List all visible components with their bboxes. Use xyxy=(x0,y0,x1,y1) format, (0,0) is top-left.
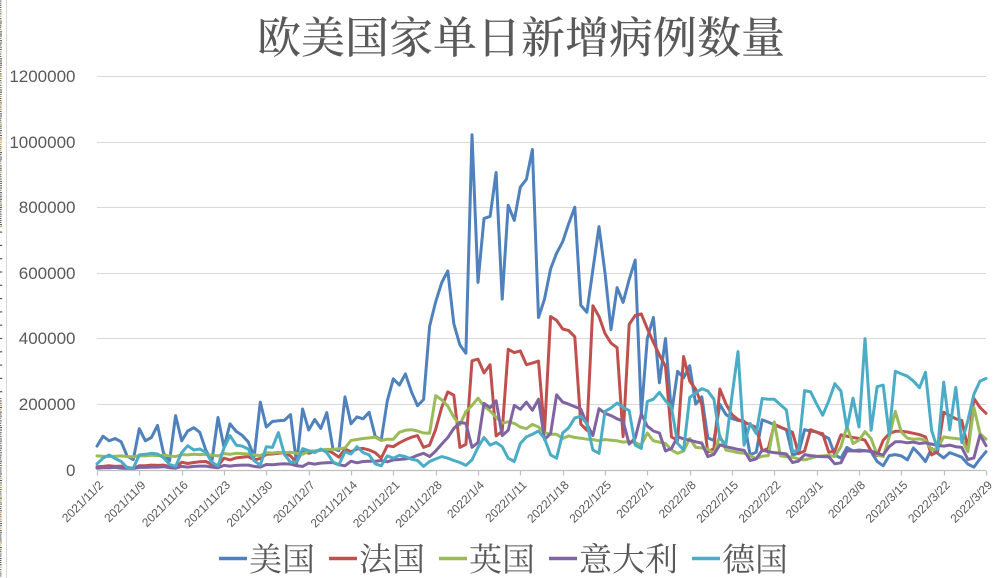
svg-text:800000: 800000 xyxy=(19,198,76,217)
svg-text:400000: 400000 xyxy=(19,329,76,348)
svg-text:1200000: 1200000 xyxy=(9,67,75,86)
svg-text:200000: 200000 xyxy=(19,395,76,414)
svg-text:0: 0 xyxy=(66,461,75,480)
svg-text:600000: 600000 xyxy=(19,264,76,283)
svg-text:1000000: 1000000 xyxy=(9,133,75,152)
